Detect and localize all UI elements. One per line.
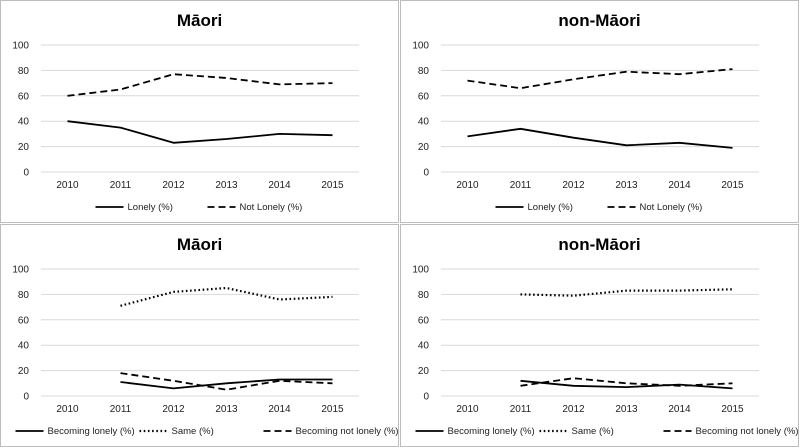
- legend-label: Becoming lonely (%): [448, 426, 535, 437]
- y-tick-label: 60: [18, 315, 30, 326]
- series-line-becoming-lonely: [120, 378, 333, 390]
- chart-panel-non-maori-loneliness: non-Māori 0 20 40 60 80 100 2010 2011 2012 2013 201…: [400, 0, 799, 223]
- x-tick-label: 2012: [562, 404, 585, 415]
- line-chart-svg: Māori 0 20 40 60 80 100 2010 2011 2012 2013 2014 201…: [12, 235, 399, 437]
- legend-label: Becoming lonely (%): [48, 426, 135, 437]
- chart-title: non-Māori: [558, 11, 640, 30]
- x-tick-label: 2015: [721, 180, 744, 191]
- legend-item-same: Same (%): [139, 426, 214, 437]
- y-tick-label: 60: [418, 315, 430, 326]
- y-tick-label: 20: [418, 366, 430, 377]
- y-tick-label: 100: [412, 41, 429, 52]
- y-tick-label: 80: [18, 66, 30, 77]
- x-tick-label: 2010: [56, 404, 79, 415]
- y-tick-label: 20: [18, 142, 30, 153]
- x-tick-label: 2014: [668, 180, 691, 191]
- y-tick-label: 0: [423, 168, 429, 179]
- line-chart-svg: non-Māori 0 20 40 60 80 100 2010 2011 2012 2013 201…: [412, 11, 759, 213]
- y-tick-label: 80: [418, 66, 430, 77]
- legend-label: Becoming not lonely (%): [696, 426, 799, 437]
- line-chart-svg: non-Māori 0 20 40 60 80 100 2010 2011 2012 2013 201…: [412, 235, 799, 437]
- series-line-becoming-not-lonely: [520, 377, 733, 387]
- series-line-same: [520, 288, 733, 297]
- legend-label: Same (%): [572, 426, 614, 437]
- x-tick-label: 2014: [668, 404, 691, 415]
- x-tick-label: 2014: [268, 180, 291, 191]
- legend-label: Not Lonely (%): [640, 202, 703, 213]
- x-tick-label: 2013: [615, 404, 638, 415]
- y-tick-label: 0: [423, 392, 429, 403]
- x-tick-label: 2010: [56, 180, 79, 191]
- y-tick-label: 40: [18, 341, 30, 352]
- y-tick-label: 20: [418, 142, 430, 153]
- x-tick-label: 2015: [721, 404, 744, 415]
- y-tick-label: 100: [412, 265, 429, 276]
- series-line-lonely: [467, 127, 733, 149]
- series-line-not-lonely: [67, 73, 333, 97]
- series-line-lonely: [67, 120, 333, 144]
- x-tick-label: 2010: [456, 404, 479, 415]
- legend-label: Not Lonely (%): [240, 202, 303, 213]
- legend-label: Lonely (%): [128, 202, 173, 213]
- x-tick-label: 2015: [321, 180, 344, 191]
- y-tick-label: 80: [18, 290, 30, 301]
- y-tick-label: 100: [12, 41, 29, 52]
- y-tick-label: 100: [12, 265, 29, 276]
- legend-label: Same (%): [172, 426, 214, 437]
- y-tick-label: 40: [18, 117, 30, 128]
- x-tick-label: 2010: [456, 180, 479, 191]
- legend-item-becoming-lonely: Becoming lonely (%): [415, 426, 535, 437]
- legend-item-becoming-not-lonely: Becoming not lonely (%): [263, 426, 399, 437]
- series-line-becoming-not-lonely: [120, 372, 333, 391]
- x-tick-label: 2011: [110, 180, 132, 191]
- legend-item-lonely: Lonely (%): [95, 202, 173, 213]
- line-chart-svg: Māori 0 20 40 60 80 100 2010 2011 2012 2013 2014 201…: [12, 11, 359, 213]
- chart-panel-maori-transitions: Māori 0 20 40 60 80 100 2010 2011 2012 2013 2014 201…: [0, 224, 399, 447]
- legend-item-not-lonely: Not Lonely (%): [607, 202, 703, 213]
- chart-panel-maori-loneliness: Māori 0 20 40 60 80 100 2010 2011 2012 2013 2014 201…: [0, 0, 399, 223]
- legend-item-same: Same (%): [539, 426, 614, 437]
- y-tick-label: 40: [418, 117, 430, 128]
- legend-item-lonely: Lonely (%): [495, 202, 573, 213]
- x-tick-label: 2011: [510, 404, 532, 415]
- chart-title: Māori: [177, 11, 222, 30]
- y-tick-label: 40: [418, 341, 430, 352]
- chart-title: Māori: [177, 235, 222, 254]
- series-line-same: [120, 286, 333, 307]
- y-tick-label: 80: [418, 290, 430, 301]
- legend-label: Lonely (%): [528, 202, 573, 213]
- chart-title: non-Māori: [558, 235, 640, 254]
- x-tick-label: 2012: [562, 180, 585, 191]
- y-tick-label: 60: [18, 91, 30, 102]
- x-tick-label: 2013: [615, 180, 638, 191]
- x-tick-label: 2011: [510, 180, 532, 191]
- x-tick-label: 2014: [268, 404, 291, 415]
- chart-panel-non-maori-transitions: non-Māori 0 20 40 60 80 100 2010 2011 2012 2013 201…: [400, 224, 799, 447]
- x-tick-label: 2015: [321, 404, 344, 415]
- x-tick-label: 2012: [162, 180, 185, 191]
- series-line-not-lonely: [467, 68, 733, 90]
- x-tick-label: 2013: [215, 404, 238, 415]
- y-tick-label: 0: [23, 168, 29, 179]
- legend-label: Becoming not lonely (%): [296, 426, 399, 437]
- y-tick-label: 0: [23, 392, 29, 403]
- x-tick-label: 2012: [162, 404, 185, 415]
- y-tick-label: 60: [418, 91, 430, 102]
- x-tick-label: 2013: [215, 180, 238, 191]
- legend-item-becoming-not-lonely: Becoming not lonely (%): [663, 426, 799, 437]
- legend-item-becoming-lonely: Becoming lonely (%): [15, 426, 135, 437]
- y-tick-label: 20: [18, 366, 30, 377]
- legend-item-not-lonely: Not Lonely (%): [207, 202, 303, 213]
- x-tick-label: 2011: [110, 404, 132, 415]
